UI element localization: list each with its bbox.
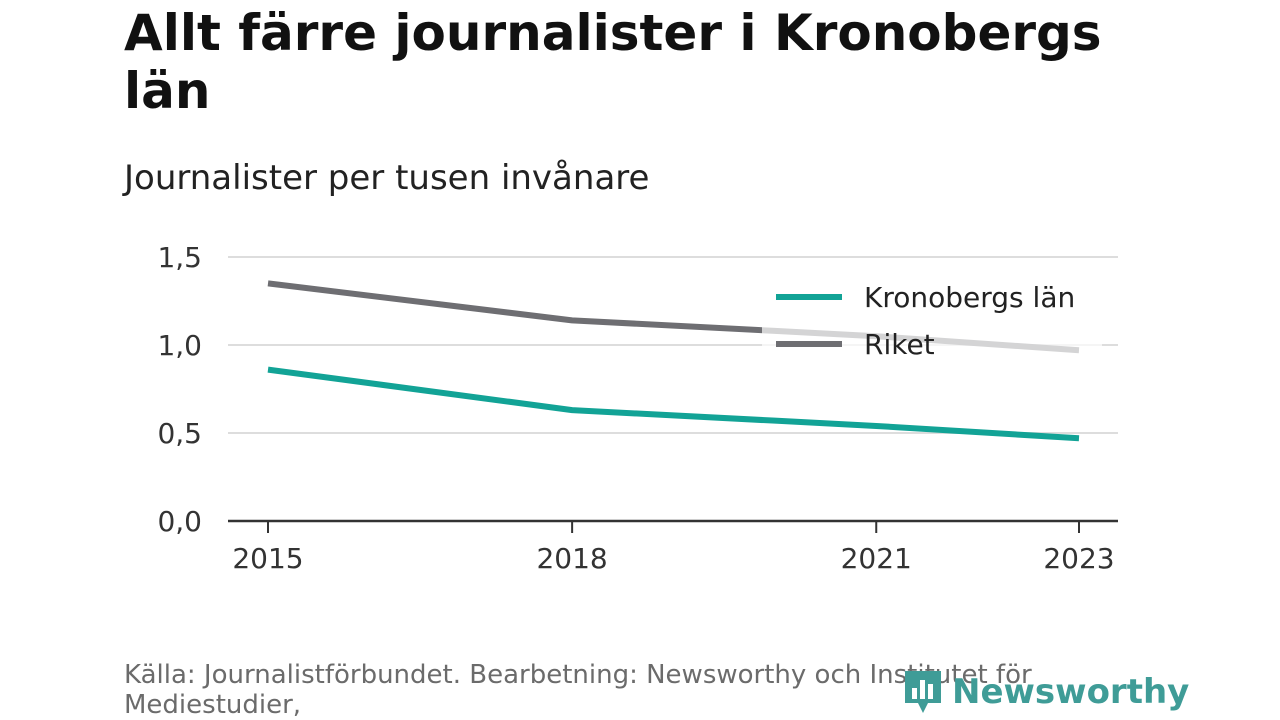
y-tick-label: 0,0 [157, 505, 202, 538]
x-axis: 2015 2018 2021 2023 [228, 519, 1118, 575]
line-chart: 0,0 0,5 1,0 1,5 2015 2018 2021 2023 Kronobergs… [157, 241, 1118, 575]
bar-chart-pin-icon [905, 671, 941, 713]
logo-text: Newsworthy [952, 672, 1190, 712]
x-tick-label: 2018 [536, 542, 607, 575]
series-line-kronobergs-lan [267, 366, 1080, 442]
newsworthy-logo: Newsworthy [902, 668, 1189, 716]
legend-label-kronobergs-lan: Kronobergs län [864, 281, 1075, 314]
x-tick-label: 2021 [841, 542, 912, 575]
source-note: Källa: Journalistförbundet. Bearbetning:… [124, 660, 1032, 720]
y-axis-ticks: 0,0 0,5 1,0 1,5 [157, 241, 202, 538]
y-tick-label: 0,5 [157, 417, 202, 450]
chart-subtitle: Journalister per tusen invånare [124, 158, 650, 198]
legend-label-riket: Riket [864, 328, 935, 361]
legend: Kronobergs län Riket [762, 276, 1102, 361]
x-tick-label: 2023 [1043, 542, 1114, 575]
chart-title: Allt färre journalister i Kronobergs län [124, 4, 1102, 120]
y-tick-label: 1,0 [157, 329, 202, 362]
x-tick-label: 2015 [232, 542, 303, 575]
y-tick-label: 1,5 [157, 241, 202, 274]
